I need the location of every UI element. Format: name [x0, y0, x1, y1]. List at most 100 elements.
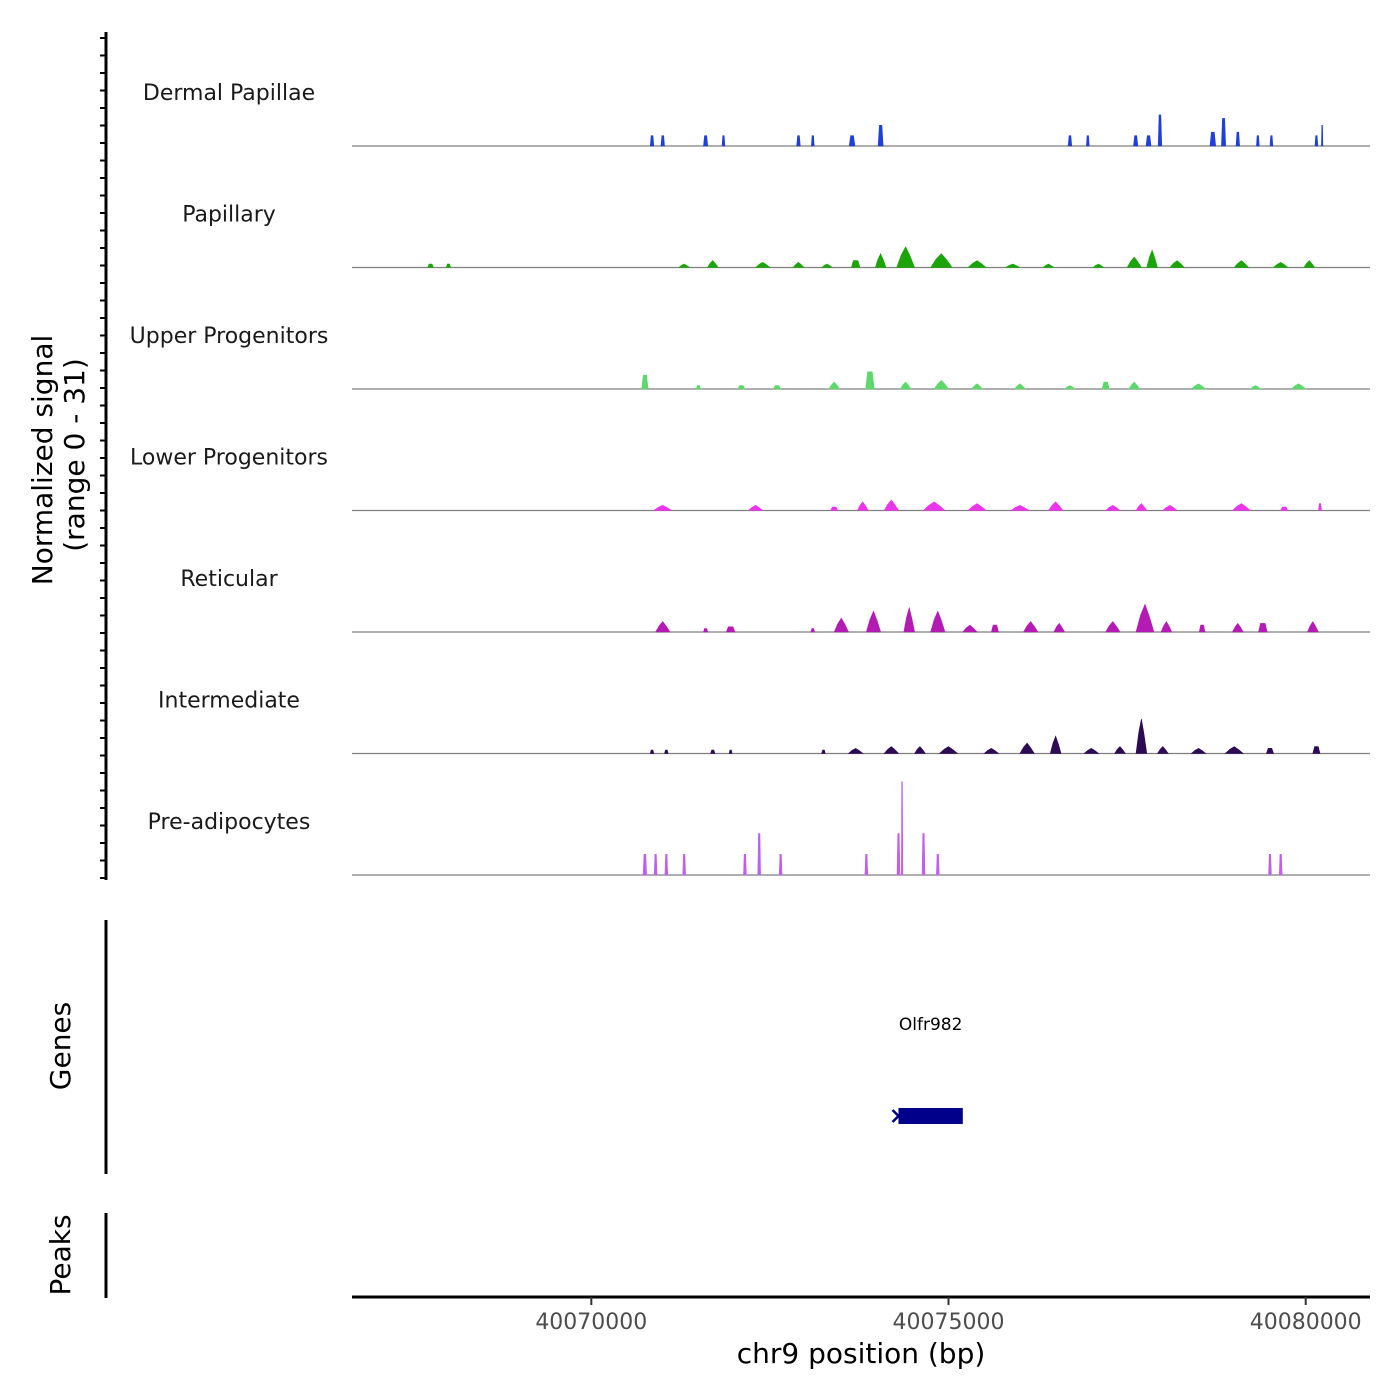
signal-peak-7-reticular — [930, 610, 946, 633]
signal-peak-13-dermal-papillae — [1209, 131, 1217, 147]
track-dermal-papillae: Dermal Papillae — [143, 81, 1370, 147]
x-axis-title: chr9 position (bp) — [737, 1337, 986, 1370]
signal-peak-3-papillary — [706, 260, 719, 268]
signal-peak-5-intermediate — [847, 747, 864, 754]
signal-peak-5-papillary — [792, 261, 805, 268]
signal-peak-3-intermediate — [728, 749, 733, 754]
signal-peak-10-papillary — [930, 253, 953, 268]
signal-peak-4-upper-progenitors — [828, 381, 841, 390]
signal-peak-14-upper-progenitors — [1249, 385, 1263, 390]
signal-peak-11-papillary — [967, 260, 987, 268]
signal-peak-0-upper-progenitors — [641, 374, 649, 390]
signal-peak-4-intermediate — [821, 749, 826, 754]
track-label: Reticular — [180, 567, 278, 592]
signal-peak-6-dermal-papillae — [848, 135, 856, 147]
signal-peak-17-dermal-papillae — [1269, 135, 1274, 147]
signal-peak-18-reticular — [1307, 621, 1319, 633]
signal-peak-1-upper-progenitors — [695, 385, 702, 390]
signal-peak-8-upper-progenitors — [971, 383, 984, 390]
signal-peak-13-pre-adipocytes — [1278, 853, 1283, 876]
y-axis-title-line1: Normalized signal — [26, 335, 59, 586]
signal-peak-10-intermediate — [1019, 742, 1035, 754]
signal-peak-16-papillary — [1146, 249, 1158, 268]
signal-peak-1-pre-adipocytes — [653, 853, 658, 876]
signal-peak-2-reticular — [725, 626, 736, 633]
track-label: Intermediate — [158, 689, 300, 714]
signal-peak-10-upper-progenitors — [1063, 385, 1077, 390]
signal-peak-7-dermal-papillae — [877, 124, 884, 147]
track-label: Lower Progenitors — [130, 446, 328, 471]
coverage-tracks: Dermal Papillae Papillary Upper Progenitor… — [130, 81, 1370, 876]
track-label: Papillary — [182, 203, 276, 228]
signal-peak-14-papillary — [1092, 263, 1105, 268]
signal-peak-10-pre-adipocytes — [921, 833, 926, 876]
signal-peak-9-pre-adipocytes — [901, 781, 904, 876]
signal-peak-0-lower-progenitors — [652, 504, 673, 511]
peaks-title: Peaks — [44, 1214, 77, 1295]
signal-peak-15-reticular — [1198, 624, 1206, 633]
track-lower-progenitors: Lower Progenitors — [130, 446, 1370, 512]
signal-peak-3-lower-progenitors — [856, 501, 869, 511]
signal-peak-12-papillary — [1004, 263, 1021, 268]
signal-peak-2-dermal-papillae — [703, 135, 709, 147]
y-axis-title-line2: (range 0 - 31) — [58, 358, 91, 552]
signal-peak-3-dermal-papillae — [721, 135, 726, 147]
signal-peak-15-intermediate — [1156, 746, 1169, 754]
signal-peak-8-pre-adipocytes — [896, 833, 901, 876]
signal-peak-8-intermediate — [938, 746, 959, 754]
gene-body — [898, 1108, 963, 1124]
signal-peak-4-reticular — [833, 617, 849, 633]
signal-peak-3-reticular — [810, 628, 815, 633]
signal-peak-2-lower-progenitors — [830, 506, 839, 511]
signal-peak-0-dermal-papillae — [649, 135, 655, 147]
signal-peak-14-reticular — [1160, 621, 1173, 633]
signal-peak-9-lower-progenitors — [1104, 504, 1121, 511]
track-intermediate: Intermediate — [158, 689, 1370, 755]
signal-peak-1-papillary — [445, 263, 451, 268]
signal-peak-2-papillary — [677, 263, 691, 268]
gene-track: Olfr982 — [891, 1015, 963, 1124]
signal-peak-20-papillary — [1303, 260, 1316, 268]
signal-peak-4-lower-progenitors — [883, 499, 900, 511]
signal-peak-5-upper-progenitors — [865, 371, 875, 390]
signal-peak-14-dermal-papillae — [1221, 118, 1227, 147]
signal-peak-7-intermediate — [914, 746, 926, 754]
signal-peak-7-papillary — [850, 260, 861, 268]
signal-peak-6-reticular — [903, 606, 915, 633]
signal-peak-13-papillary — [1042, 263, 1055, 268]
signal-peak-15-papillary — [1126, 256, 1142, 268]
signal-peak-2-intermediate — [710, 749, 716, 754]
signal-peak-5-reticular — [865, 610, 882, 633]
track-upper-progenitors: Upper Progenitors — [130, 324, 1370, 390]
signal-peak-15-upper-progenitors — [1290, 383, 1307, 390]
signal-peak-13-upper-progenitors — [1190, 383, 1207, 390]
signal-peak-12-dermal-papillae — [1157, 114, 1163, 147]
signal-peak-17-papillary — [1169, 260, 1185, 268]
signal-peak-13-lower-progenitors — [1280, 506, 1289, 511]
track-label: Dermal Papillae — [143, 81, 315, 106]
x-tick-label: 40080000 — [1250, 1310, 1362, 1335]
signal-peak-10-lower-progenitors — [1135, 503, 1148, 511]
signal-peak-1-intermediate — [664, 749, 669, 754]
signal-peak-6-upper-progenitors — [899, 381, 912, 390]
signal-peak-18-intermediate — [1265, 748, 1274, 754]
signal-peak-1-reticular — [703, 628, 709, 633]
signal-peak-12-reticular — [1105, 621, 1121, 633]
signal-peak-3-pre-adipocytes — [682, 853, 686, 876]
x-axis: 40070000 40075000 40080000 — [352, 1295, 1370, 1335]
signal-peak-10-reticular — [1023, 621, 1039, 633]
signal-peak-0-intermediate — [649, 749, 655, 754]
signal-peak-13-reticular — [1135, 603, 1155, 633]
signal-peak-0-papillary — [427, 263, 434, 268]
signal-peak-5-pre-adipocytes — [757, 833, 761, 876]
signal-peak-9-reticular — [990, 624, 999, 633]
signal-peak-19-dermal-papillae — [1321, 124, 1324, 147]
signal-peak-18-dermal-papillae — [1314, 135, 1319, 147]
signal-peak-4-papillary — [754, 261, 771, 268]
signal-peak-9-upper-progenitors — [1013, 383, 1027, 390]
x-tick-label: 40070000 — [535, 1310, 647, 1335]
signal-peak-4-pre-adipocytes — [743, 853, 747, 876]
signal-peak-8-papillary — [874, 252, 887, 268]
signal-peak-11-pre-adipocytes — [936, 853, 940, 876]
